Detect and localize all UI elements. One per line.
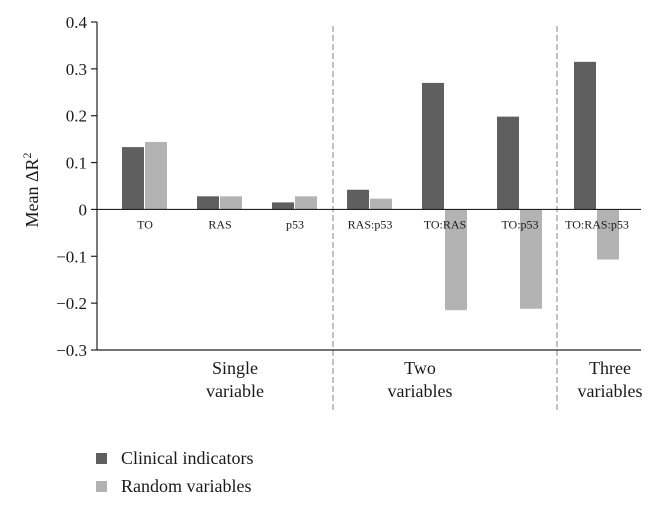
group-label-single-variable: Single [212, 358, 258, 378]
category-label-ras-p53: RAS:p53 [348, 217, 393, 231]
bar-random-variables-p53 [295, 196, 317, 210]
category-label-to: TO [137, 217, 153, 231]
category-label-to-ras-p53: TO:RAS:p53 [565, 217, 629, 231]
legend-swatch-random-variables [96, 480, 107, 492]
y-tick-label: −0.1 [56, 247, 87, 266]
group-label-single-variable: variable [206, 381, 264, 401]
y-tick-label: 0.4 [66, 13, 88, 32]
y-tick-label: 0.3 [66, 60, 87, 79]
bar-clinical-indicators-p53 [272, 202, 294, 210]
legend-item-clinical-indicators: Clinical indicators [96, 444, 253, 472]
y-tick-label: 0.2 [66, 107, 87, 126]
bar-clinical-indicators-to-p53 [497, 116, 519, 210]
y-tick-label: 0 [79, 200, 88, 219]
chart-legend: Clinical indicators Random variables [96, 444, 253, 500]
legend-item-random-variables: Random variables [96, 472, 253, 500]
group-label-three-variables: variables [578, 381, 643, 401]
legend-label-random-variables: Random variables [121, 475, 252, 496]
category-label-p53: p53 [286, 217, 304, 231]
group-label-two-variables: variables [388, 381, 453, 401]
category-label-ras: RAS [208, 217, 231, 231]
bar-clinical-indicators-ras-p53 [347, 189, 369, 210]
legend-label-clinical-indicators: Clinical indicators [121, 447, 254, 468]
category-label-to-p53: TO:p53 [501, 217, 538, 231]
bar-clinical-indicators-to [122, 147, 144, 210]
bar-random-variables-to-ras-p53 [597, 209, 619, 260]
bar-clinical-indicators-to-ras-p53 [574, 61, 596, 210]
bar-random-variables-to-p53 [520, 209, 542, 309]
bar-chart: 0.4 0.3 0.2 0.1 0 −0.1 −0.2 −0.3 Mean ΔR2 TO RAS p5… [20, 13, 643, 412]
bar-random-variables-to [145, 141, 167, 210]
y-tick-label: −0.2 [56, 294, 87, 313]
category-label-to-ras: TO:RAS [424, 217, 466, 231]
bar-clinical-indicators-ras [197, 196, 219, 210]
bar-clinical-indicators-to-ras [422, 82, 444, 210]
bar-random-variables-ras [220, 196, 242, 210]
group-label-three-variables: Three [589, 358, 631, 378]
legend-swatch-clinical-indicators [96, 452, 107, 464]
bar-random-variables-ras-p53 [370, 198, 392, 210]
bar-random-variables-to-ras [445, 209, 467, 311]
y-tick-label: −0.3 [56, 341, 87, 360]
y-axis-title: Mean ΔR2 [20, 152, 42, 227]
y-tick-label: 0.1 [66, 154, 87, 173]
group-label-two-variables: Two [404, 358, 436, 378]
